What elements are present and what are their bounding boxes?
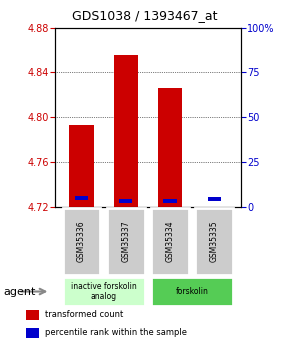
Bar [70, 125, 94, 207]
Text: GSM35337: GSM35337 [121, 221, 130, 262]
Text: agent: agent [3, 287, 35, 296]
Text: transformed count: transformed count [46, 310, 124, 319]
Bar [195, 208, 233, 275]
Bar [158, 88, 182, 207]
Text: GDS1038 / 1393467_at: GDS1038 / 1393467_at [72, 9, 218, 22]
Bar [63, 208, 100, 275]
Text: forskolin: forskolin [176, 287, 209, 296]
Text: GSM35334: GSM35334 [166, 221, 175, 262]
Bar [114, 55, 138, 207]
Bar [208, 197, 221, 201]
Bar [26, 310, 39, 320]
Text: inactive forskolin
analog: inactive forskolin analog [71, 282, 137, 301]
Bar [107, 208, 145, 275]
Text: GSM35336: GSM35336 [77, 221, 86, 262]
Text: percentile rank within the sample: percentile rank within the sample [46, 328, 187, 337]
Bar [26, 328, 39, 338]
Bar [151, 208, 189, 275]
Bar [75, 196, 88, 200]
Bar [119, 199, 133, 203]
Bar [151, 277, 233, 306]
Bar [163, 199, 177, 203]
Bar [63, 277, 145, 306]
Text: GSM35335: GSM35335 [210, 221, 219, 262]
